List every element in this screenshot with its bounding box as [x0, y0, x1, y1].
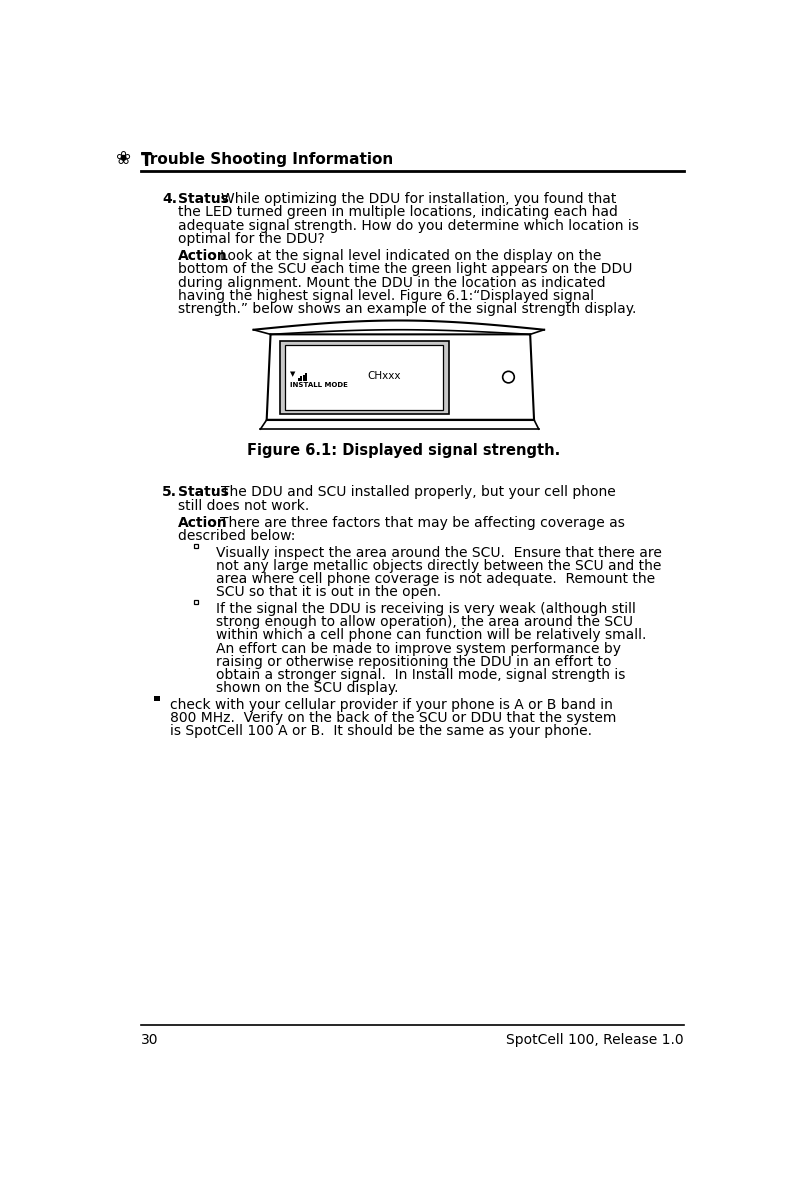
Text: : Look at the signal level indicated on the display on the: : Look at the signal level indicated on …	[211, 249, 601, 263]
Text: described below:: described below:	[177, 529, 295, 543]
Text: Status: Status	[177, 192, 229, 206]
Text: raising or otherwise repositioning the DDU in an effort to: raising or otherwise repositioning the D…	[216, 655, 611, 668]
Text: 800 MHz.  Verify on the back of the SCU or DDU that the system: 800 MHz. Verify on the back of the SCU o…	[169, 711, 616, 725]
Text: Action: Action	[177, 249, 227, 263]
Text: 5.: 5.	[162, 486, 177, 499]
FancyBboxPatch shape	[277, 335, 284, 340]
FancyBboxPatch shape	[389, 335, 397, 340]
Text: the LED turned green in multiple locations, indicating each had: the LED turned green in multiple locatio…	[177, 205, 618, 219]
Text: INSTALL MODE: INSTALL MODE	[290, 383, 348, 389]
Text: : While optimizing the DDU for installation, you found that: : While optimizing the DDU for installat…	[212, 192, 616, 206]
Text: within which a cell phone can function will be relatively small.: within which a cell phone can function w…	[216, 628, 647, 642]
Bar	[285, 345, 444, 410]
Bar	[194, 600, 198, 604]
Text: Action: Action	[177, 515, 227, 530]
Text: shown on the SCU display.: shown on the SCU display.	[216, 681, 399, 696]
Text: T: T	[141, 152, 153, 171]
Text: adequate signal strength. How do you determine which location is: adequate signal strength. How do you det…	[177, 219, 638, 232]
Bar	[194, 544, 198, 547]
Text: 4.: 4.	[162, 192, 177, 206]
Text: SCU so that it is out in the open.: SCU so that it is out in the open.	[216, 585, 441, 600]
Text: 30: 30	[141, 1033, 158, 1048]
Bar	[298, 378, 299, 380]
Text: not any large metallic objects directly between the SCU and the: not any large metallic objects directly …	[216, 559, 662, 572]
Text: : The DDU and SCU installed properly, but your cell phone: : The DDU and SCU installed properly, bu…	[212, 486, 615, 499]
Text: Status: Status	[177, 486, 229, 499]
Text: CHxxx: CHxxx	[367, 371, 401, 380]
Text: Visually inspect the area around the SCU.  Ensure that there are: Visually inspect the area around the SCU…	[216, 545, 662, 559]
FancyBboxPatch shape	[501, 335, 509, 340]
Bar	[280, 341, 449, 414]
FancyBboxPatch shape	[417, 335, 425, 340]
Text: SpotCell 100, Release 1.0: SpotCell 100, Release 1.0	[506, 1033, 684, 1048]
Text: If the signal the DDU is receiving is very weak (although still: If the signal the DDU is receiving is ve…	[216, 602, 636, 616]
Text: bottom of the SCU each time the green light appears on the DDU: bottom of the SCU each time the green li…	[177, 262, 632, 276]
Text: during alignment. Mount the DDU in the location as indicated: during alignment. Mount the DDU in the l…	[177, 276, 605, 289]
FancyBboxPatch shape	[333, 335, 340, 340]
Bar	[300, 377, 302, 380]
FancyBboxPatch shape	[445, 335, 453, 340]
Text: An effort can be made to improve system performance by: An effort can be made to improve system …	[216, 641, 621, 655]
Text: : There are three factors that may be affecting coverage as: : There are three factors that may be af…	[211, 515, 625, 530]
Text: area where cell phone coverage is not adequate.  Remount the: area where cell phone coverage is not ad…	[216, 572, 656, 587]
Text: ❀: ❀	[116, 149, 131, 168]
Bar	[303, 374, 305, 380]
Text: Figure 6.1: Displayed signal strength.: Figure 6.1: Displayed signal strength.	[247, 443, 560, 457]
Text: strength.” below shows an example of the signal strength display.: strength.” below shows an example of the…	[177, 302, 636, 316]
Text: ▼: ▼	[290, 371, 296, 377]
Text: optimal for the DDU?: optimal for the DDU?	[177, 232, 325, 246]
FancyBboxPatch shape	[361, 335, 369, 340]
Text: having the highest signal level. Figure 6.1:“Displayed signal: having the highest signal level. Figure …	[177, 289, 593, 303]
Text: check with your cellular provider if your phone is A or B band in: check with your cellular provider if you…	[169, 698, 613, 712]
Polygon shape	[266, 334, 534, 419]
FancyBboxPatch shape	[305, 335, 313, 340]
Text: Trouble Shooting Information: Trouble Shooting Information	[141, 152, 393, 167]
Bar	[305, 373, 307, 380]
Text: obtain a stronger signal.  In Install mode, signal strength is: obtain a stronger signal. In Install mod…	[216, 668, 626, 683]
Text: still does not work.: still does not work.	[177, 499, 309, 513]
Bar	[154, 696, 160, 700]
Text: is SpotCell 100 A or B.  It should be the same as your phone.: is SpotCell 100 A or B. It should be the…	[169, 724, 592, 738]
FancyBboxPatch shape	[474, 335, 481, 340]
Text: strong enough to allow operation), the area around the SCU: strong enough to allow operation), the a…	[216, 615, 634, 629]
